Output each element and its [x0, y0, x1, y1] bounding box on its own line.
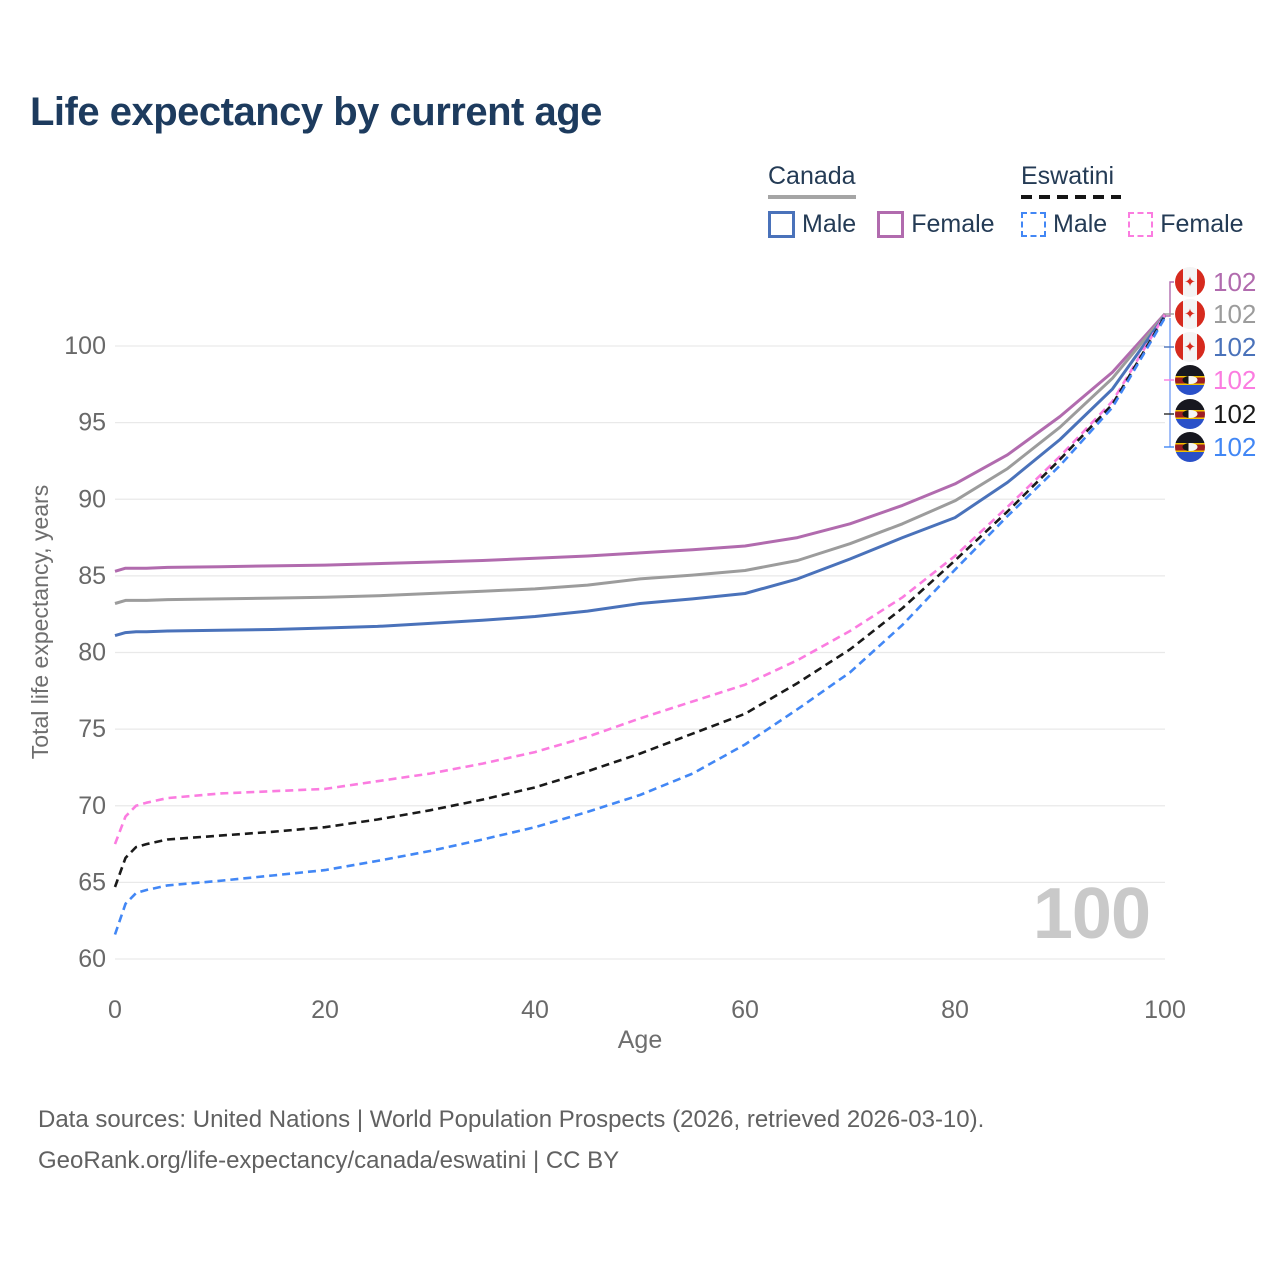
legend-group-title-canada[interactable]: Canada — [768, 162, 856, 190]
x-tick-label: 20 — [311, 996, 339, 1024]
y-tick-label: 60 — [78, 945, 106, 973]
series-line-eswatini-male[interactable] — [113, 316, 1167, 935]
legend-item-canada-male[interactable]: Male — [768, 210, 856, 239]
y-tick-label: 65 — [78, 868, 106, 896]
eswatini-male-swatch-icon — [1021, 211, 1046, 237]
y-tick-label: 75 — [78, 715, 106, 743]
eswatini-female-swatch-icon — [1128, 211, 1154, 237]
series-line-eswatini-both-sexes[interactable] — [113, 315, 1167, 888]
legend-group-eswatini: Eswatini Male Female — [1021, 162, 1244, 239]
series-line-eswatini-female[interactable] — [113, 313, 1167, 845]
y-tick-label: 85 — [78, 562, 106, 590]
y-tick-label: 70 — [78, 792, 106, 820]
legend-label-canada-female: Female — [911, 209, 995, 238]
page-title: Life expectancy by current age — [30, 90, 602, 134]
x-tick-label: 60 — [731, 996, 759, 1024]
series-line-canada-female[interactable] — [114, 312, 1167, 573]
end-connector — [1165, 281, 1174, 317]
legend-item-canada-female[interactable]: Female — [877, 209, 995, 239]
series-line-canada-both-sexes[interactable] — [114, 313, 1167, 605]
x-tick-label: 100 — [1144, 996, 1186, 1024]
canada-male-swatch-icon — [768, 210, 795, 238]
y-tick-label: 80 — [78, 639, 106, 667]
y-axis-title: Total life expectancy, years — [27, 485, 53, 759]
canada-female-swatch-icon — [877, 210, 905, 238]
legend-eswatini-dashed-rule — [1021, 194, 1121, 199]
x-axis-title: Age — [618, 1026, 662, 1054]
y-tick-label: 90 — [78, 485, 106, 513]
x-tick-label: 40 — [521, 996, 549, 1024]
series-line-canada-male[interactable] — [114, 314, 1167, 638]
legend-item-eswatini-female[interactable]: Female — [1128, 209, 1244, 239]
y-tick-label: 100 — [64, 332, 106, 360]
legend-canada-solid-rule — [768, 194, 856, 199]
age-watermark: 100 — [1032, 874, 1151, 954]
y-tick-label: 95 — [78, 409, 106, 437]
legend-label-eswatini-male: Male — [1053, 209, 1108, 238]
legend-item-eswatini-male[interactable]: Male — [1021, 210, 1107, 239]
x-tick-label: 0 — [108, 996, 122, 1024]
legend-label-eswatini-female: Female — [1160, 209, 1244, 238]
attribution-text: GeoRank.org/life-expectancy/canada/eswat… — [38, 1147, 620, 1174]
legend-group-title-eswatini[interactable]: Eswatini — [1021, 162, 1115, 190]
legend-label-canada-male: Male — [802, 209, 857, 238]
x-tick-label: 80 — [941, 996, 969, 1024]
data-sources-text: Data sources: United Nations | World Pop… — [38, 1106, 985, 1133]
legend-group-canada: Canada Male Female — [768, 162, 995, 239]
